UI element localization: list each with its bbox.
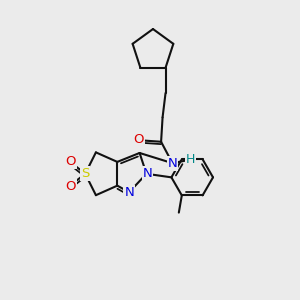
Text: O: O xyxy=(65,180,76,193)
Text: N: N xyxy=(167,157,177,170)
Text: N: N xyxy=(143,167,152,180)
Text: H: H xyxy=(185,153,195,166)
Text: N: N xyxy=(124,186,134,199)
Text: O: O xyxy=(133,133,144,146)
Text: S: S xyxy=(81,167,89,180)
Text: O: O xyxy=(65,155,76,168)
